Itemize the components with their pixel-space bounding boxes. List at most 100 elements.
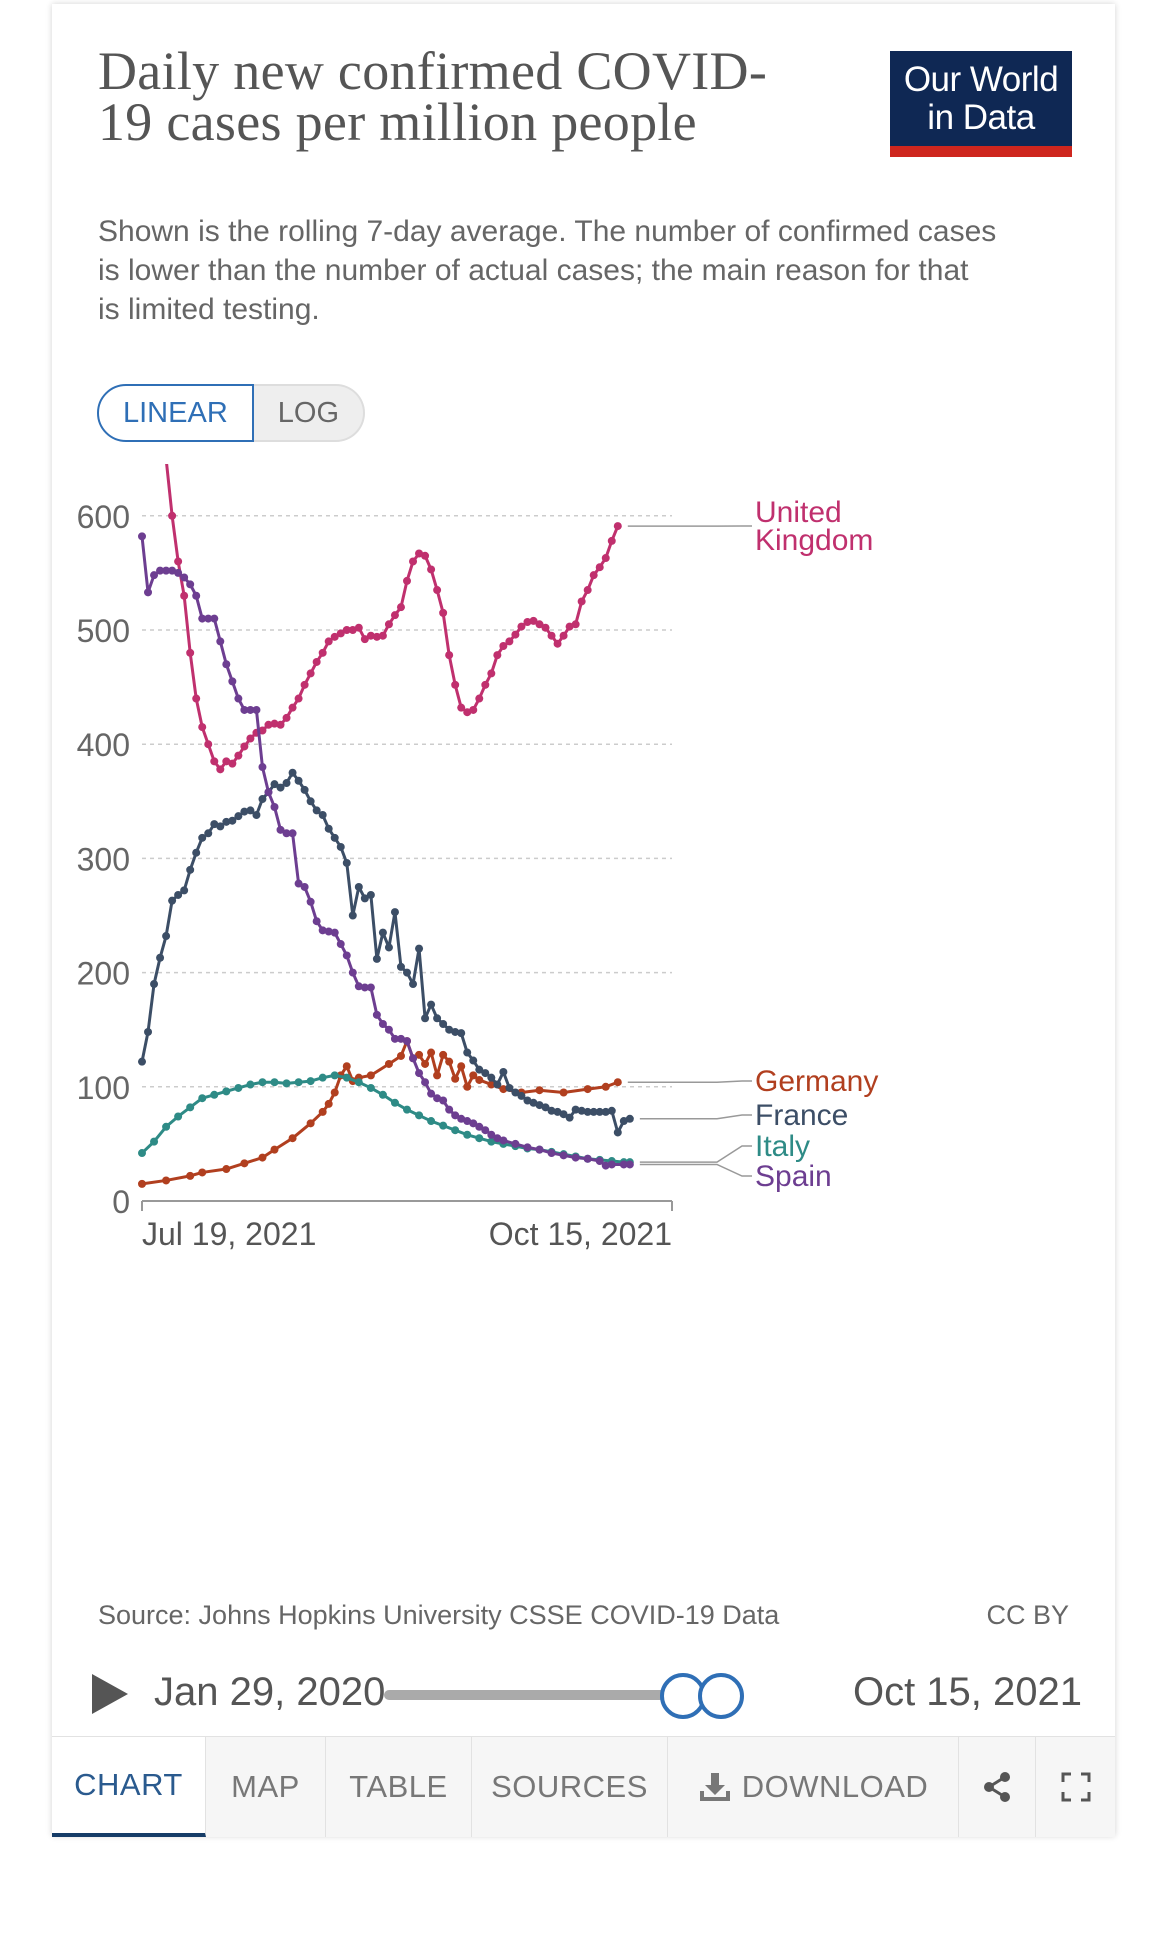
point-germany-8 <box>288 1134 297 1143</box>
point-italy-27 <box>463 1130 472 1139</box>
point-france-0 <box>138 1057 146 1066</box>
point-united-kingdom-14 <box>222 757 231 766</box>
point-france-1 <box>144 1027 153 1036</box>
point-france-59 <box>493 1080 502 1089</box>
point-germany-7 <box>270 1145 279 1154</box>
point-france-56 <box>475 1065 484 1074</box>
point-spain-65 <box>559 1151 568 1160</box>
owid-logo[interactable]: Our World in Data <box>890 51 1072 157</box>
point-spain-38 <box>366 983 375 992</box>
point-italy-18 <box>354 1078 363 1087</box>
point-spain-28 <box>306 897 315 906</box>
series-label-france: France <box>755 1099 848 1132</box>
point-germany-17 <box>366 1071 375 1080</box>
point-spain-49 <box>433 1094 442 1103</box>
point-spain-59 <box>493 1134 502 1143</box>
fullscreen-button[interactable] <box>1036 1737 1115 1837</box>
point-united-kingdom-67 <box>541 623 550 632</box>
point-united-kingdom-45 <box>409 557 418 566</box>
share-button[interactable] <box>959 1737 1036 1837</box>
point-italy-2 <box>162 1122 171 1131</box>
point-spain-70 <box>607 1160 616 1169</box>
point-france-66 <box>535 1101 544 1110</box>
point-spain-13 <box>216 637 225 646</box>
point-spain-31 <box>324 927 333 936</box>
point-france-24 <box>282 779 291 788</box>
point-spain-47 <box>421 1078 430 1087</box>
point-italy-3 <box>174 1112 183 1121</box>
point-spain-6 <box>174 568 183 577</box>
point-france-8 <box>186 865 195 874</box>
point-united-kingdom-75 <box>589 571 598 580</box>
chart-title: Daily new confirmed COVID-19 cases per m… <box>98 41 768 152</box>
point-france-78 <box>607 1106 616 1115</box>
point-spain-67 <box>583 1154 592 1163</box>
point-germany-36 <box>535 1086 544 1095</box>
series-line-germany <box>141 1039 619 1186</box>
tab-download[interactable]: DOWNLOAD <box>668 1737 959 1837</box>
point-spain-34 <box>342 951 351 960</box>
timeline-start-date: Jan 29, 2020 <box>154 1670 386 1714</box>
x-tick-label-0: Jul 19, 2021 <box>142 1216 316 1252</box>
point-united-kingdom-28 <box>306 669 315 678</box>
point-italy-6 <box>210 1090 219 1099</box>
timeline-track[interactable] <box>384 1690 674 1700</box>
point-united-kingdom-8 <box>186 648 195 657</box>
point-france-75 <box>589 1107 598 1116</box>
tab-sources[interactable]: SOURCES <box>472 1737 668 1837</box>
chart-card: Daily new confirmed COVID-19 cases per m… <box>52 4 1115 1837</box>
point-spain-19 <box>252 705 261 714</box>
point-united-kingdom-78 <box>607 536 616 545</box>
point-france-15 <box>228 816 237 825</box>
point-spain-66 <box>571 1153 580 1162</box>
logo-line-1: Our World <box>903 60 1059 99</box>
point-spain-36 <box>354 982 363 991</box>
point-spain-37 <box>360 983 369 992</box>
point-spain-8 <box>186 580 195 589</box>
point-france-77 <box>601 1107 610 1116</box>
point-germany-3 <box>198 1168 207 1177</box>
point-spain-0 <box>138 532 146 541</box>
point-france-44 <box>403 968 411 977</box>
point-france-60 <box>499 1067 508 1076</box>
point-united-kingdom-41 <box>384 620 393 629</box>
point-germany-26 <box>439 1050 448 1059</box>
point-united-kingdom-66 <box>535 620 544 629</box>
timeline-end-handle[interactable] <box>698 1673 744 1719</box>
point-france-63 <box>517 1091 526 1100</box>
point-united-kingdom-61 <box>505 637 514 646</box>
point-italy-1 <box>150 1137 159 1146</box>
log-button[interactable]: LOG <box>253 384 366 442</box>
point-spain-40 <box>378 1019 387 1028</box>
tab-map[interactable]: MAP <box>206 1737 326 1837</box>
point-france-16 <box>234 812 243 821</box>
point-spain-61 <box>511 1139 520 1148</box>
point-united-kingdom-9 <box>192 694 201 703</box>
point-france-12 <box>210 820 219 829</box>
play-icon[interactable] <box>92 1674 128 1714</box>
point-united-kingdom-7 <box>180 591 189 600</box>
tab-chart[interactable]: CHART <box>52 1737 206 1837</box>
point-spain-3 <box>156 566 165 575</box>
linear-button[interactable]: LINEAR <box>97 384 254 442</box>
point-italy-4 <box>186 1103 195 1112</box>
point-france-65 <box>529 1098 538 1107</box>
source-note[interactable]: Source: Johns Hopkins University CSSE CO… <box>98 1600 780 1630</box>
series-label-italy: Italy <box>755 1130 810 1163</box>
point-france-46 <box>415 944 424 953</box>
point-united-kingdom-33 <box>336 629 345 638</box>
point-germany-34 <box>499 1085 508 1094</box>
point-united-kingdom-25 <box>288 703 297 712</box>
point-united-kingdom-69 <box>553 639 562 648</box>
point-united-kingdom-72 <box>571 620 580 629</box>
point-spain-39 <box>372 1010 381 1019</box>
point-france-17 <box>240 807 249 816</box>
point-france-37 <box>360 894 369 903</box>
point-spain-5 <box>168 566 177 575</box>
license-link[interactable]: CC BY <box>986 1600 1069 1630</box>
logo-bar <box>890 146 1072 157</box>
point-spain-4 <box>162 566 171 575</box>
tab-table[interactable]: TABLE <box>326 1737 472 1837</box>
series-label-spain: Spain <box>755 1160 832 1193</box>
point-spain-33 <box>336 940 345 949</box>
